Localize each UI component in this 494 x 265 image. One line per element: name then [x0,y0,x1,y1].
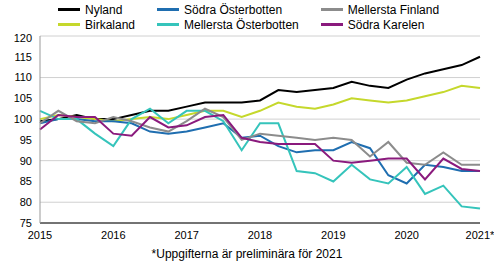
svg-text:2021*: 2021* [466,229,486,241]
svg-text:85: 85 [20,175,32,187]
svg-text:90: 90 [20,155,32,167]
svg-text:80: 80 [20,196,32,208]
svg-text:2019: 2019 [321,229,345,241]
svg-text:115: 115 [14,51,32,63]
svg-text:2015: 2015 [28,229,52,241]
svg-text:100: 100 [14,113,32,125]
svg-text:95: 95 [20,134,32,146]
svg-text:2020: 2020 [394,229,418,241]
html-text:*Uppgifterna är preliminära fö: *Uppgifterna är preliminära för 2021 [151,247,343,261]
svg-text:2016: 2016 [101,229,125,241]
html-text:Birkaland: Birkaland [85,17,135,32]
html-text:Mellersta Österbotten: Mellersta Österbotten [184,17,299,32]
svg-text:2017: 2017 [174,229,198,241]
svg-text:120: 120 [14,32,32,44]
svg-text:110: 110 [14,71,32,83]
svg-text:2018: 2018 [248,229,272,241]
html-text:Södra Österbotten: Södra Österbotten [184,2,283,17]
html-text:Södra Karelen: Södra Karelen [347,17,425,32]
html-text:Mellersta Finland: Mellersta Finland [347,2,440,17]
svg-text:105: 105 [14,92,32,104]
svg-text:75: 75 [20,217,32,229]
html-text:Nyland: Nyland [85,2,123,17]
